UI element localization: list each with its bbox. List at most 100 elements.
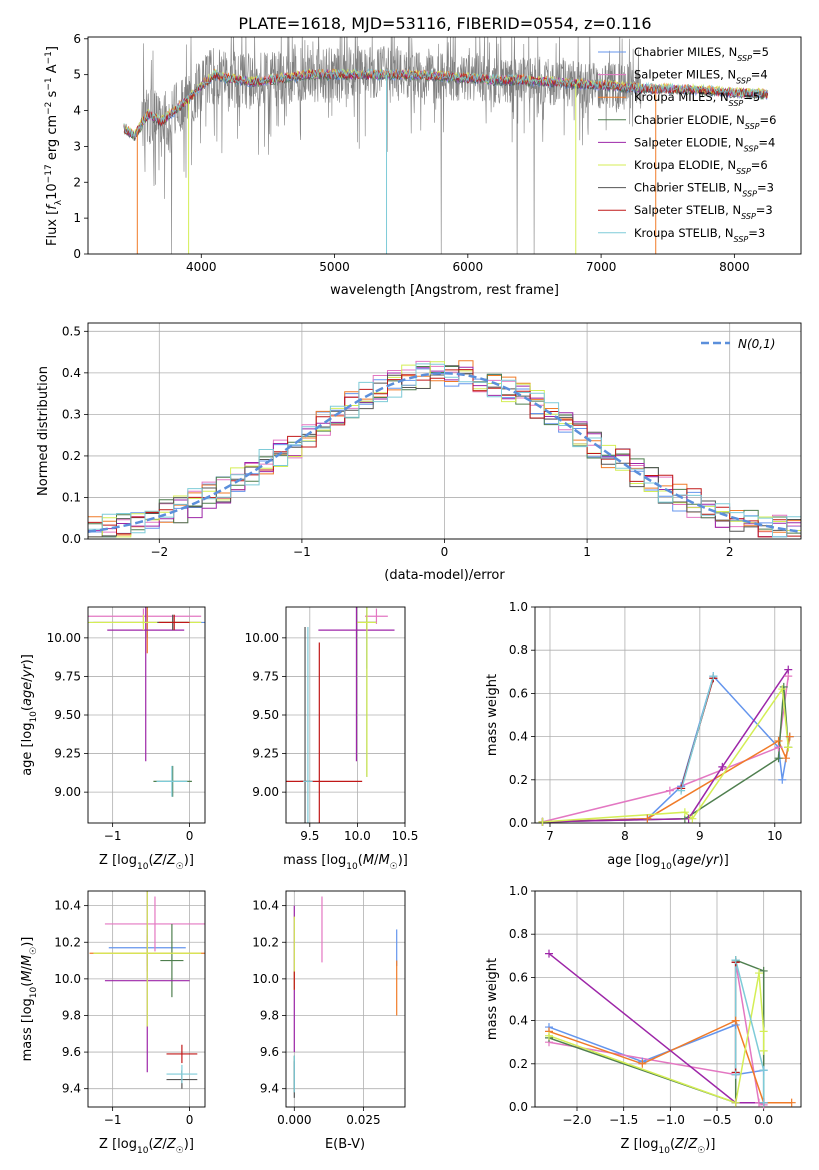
age-vs-Z-panel-ylabel-part: 10 <box>29 711 39 723</box>
weight-marker <box>643 814 652 823</box>
age-vs-Z-panel-ylabel-part: age [log <box>20 723 35 776</box>
weight-marker <box>755 969 763 978</box>
weight-line <box>548 962 765 1106</box>
mass-vs-Z-panel-ylabel-part: )] <box>20 937 35 947</box>
mass-vs-Z-panel-xlabel-part: Z [log <box>99 1137 137 1152</box>
spectrum-panel: 4000 5000 6000 7000 8000 0 1 2 3 4 5 6 Chabrier MILE… <box>44 32 802 298</box>
legend-label-part: =5 <box>743 90 760 104</box>
tick-label-x: 7000 <box>586 260 617 274</box>
weight-line <box>542 675 790 823</box>
age-vs-Z-panel-xlabel-part: )] <box>184 853 194 868</box>
mass-vs-Z-panel-ylabel: mass [log10(M/M☉)] <box>20 937 39 1062</box>
spectrum-panel-plot-area <box>123 37 769 254</box>
legend-label-part: =6 <box>760 113 777 127</box>
tick-label-y: 5 <box>73 68 81 82</box>
tick-label-y: 9.00 <box>252 785 279 799</box>
weight-vs-age-panel-xlabel-part: ( <box>672 853 677 868</box>
legend-label-part: =3 <box>756 203 773 217</box>
legend-label-part: SSP <box>744 144 759 153</box>
mass-vs-Z-panel-ylabel-part: mass [log <box>20 998 35 1061</box>
mass-vs-Z-panel-ylabel-part: M <box>20 955 35 966</box>
spectrum-ylabel-part: Flux [ <box>45 210 60 246</box>
weight-marker <box>759 1046 768 1055</box>
weight-marker <box>688 814 697 823</box>
weight-vs-age-panel-plot-area <box>542 669 791 823</box>
tick-label-y: 0.2 <box>62 449 81 463</box>
tick-label-y: 0.4 <box>62 366 81 380</box>
tick-label-y: 1.0 <box>509 600 528 614</box>
tick-label-y: 9.75 <box>252 669 279 683</box>
tick-label-y: 0.2 <box>509 773 528 787</box>
tick-label-y: 10.2 <box>252 935 279 949</box>
tick-label-y: 0 <box>73 247 81 261</box>
tick-label-y: 0.0 <box>509 1100 528 1114</box>
model-spectrum-line <box>123 70 769 141</box>
legend-label-part: Chabrier MILES, N <box>634 45 737 59</box>
weight-vs-Z-panel-xlabel-part: Z [log <box>621 1137 659 1152</box>
tick-label-y: 1.0 <box>509 884 528 898</box>
weight-marker <box>784 743 793 752</box>
tick-label-x: 10 <box>767 829 782 843</box>
tick-label-y: 1 <box>73 211 81 225</box>
tick-label-y: 10.0 <box>252 972 279 986</box>
age-vs-Z-panel-xlabel-part: Z <box>153 853 164 868</box>
tick-label-x: −1 <box>293 545 311 559</box>
age-vs-mass-panel-xlabel-part: M <box>378 853 389 868</box>
tick-label-x: 0 <box>186 1113 194 1127</box>
age-vs-mass-panel-plot-area <box>286 607 395 823</box>
legend-label-part: =4 <box>751 68 768 82</box>
legend-label-part: =6 <box>751 158 768 172</box>
weight-vs-age-panel-xlabel-part: )] <box>719 853 729 868</box>
tick-label-x: 0.000 <box>277 1113 311 1127</box>
weight-vs-age-panel-xlabel-part: / <box>701 853 706 868</box>
legend-label-part: Salpeter STELIB, N <box>634 203 741 217</box>
age-vs-mass-panel-xlabel-part: ( <box>358 853 363 868</box>
tick-label-x: −2.0 <box>562 1113 591 1127</box>
figure-title: PLATE=1618, MJD=53116, FIBERID=0554, z=0… <box>238 14 651 33</box>
weight-marker <box>545 1031 553 1040</box>
mass-vs-Z-panel-ylabel-part: / <box>20 965 35 970</box>
legend-label-part: SSP <box>736 76 751 85</box>
tick-label-x: −1.5 <box>609 1113 638 1127</box>
legend-label-part: =5 <box>752 45 769 59</box>
spectrum-ylabel-part: 10 <box>45 183 60 200</box>
mass-vs-Z-panel-ylabel-part: ( <box>20 982 35 987</box>
mass-vs-Z-panel-xlabel-part: 10 <box>137 1146 149 1156</box>
weight-vs-age-panel-xlabel-part: 10 <box>660 862 672 872</box>
legend-label-part: SSP <box>734 234 749 243</box>
tick-label-x: 10.0 <box>344 829 371 843</box>
legend-label: Salpeter STELIB, NSSP=3 <box>634 203 773 221</box>
tick-label-y: 9.25 <box>252 747 279 761</box>
mass-vs-Z-panel-xlabel-part: ☉ <box>176 1146 184 1156</box>
age-vs-Z-panel-plot-area <box>88 607 205 797</box>
weight-vs-Z-panel-ylabel: mass weight <box>485 958 500 1040</box>
tick-label-y: 0.2 <box>509 1057 528 1071</box>
model-spectrum-line <box>123 68 769 139</box>
legend-label: Kroupa STELIB, NSSP=3 <box>634 226 765 244</box>
tick-label-x: 10.5 <box>392 829 419 843</box>
age-vs-mass-panel-xlabel-part: 10 <box>346 862 358 872</box>
age-vs-Z-panel-xlabel-part: 10 <box>137 862 149 872</box>
legend-label: Salpeter MILES, NSSP=4 <box>634 68 768 86</box>
weight-line <box>542 736 791 823</box>
age-vs-mass-panel-xlabel-part: mass [log <box>283 853 346 868</box>
weight-vs-age-panel-frame <box>534 606 802 824</box>
tick-label-y: 4 <box>73 104 81 118</box>
spectrum-ylabel-part: −1 <box>44 77 54 90</box>
residuals-xlabel: (data-model)/error <box>384 568 505 583</box>
legend-label-part: =4 <box>758 135 775 149</box>
tick-label-y: 0.4 <box>509 1014 528 1028</box>
legend-label: Salpeter ELODIE, NSSP=4 <box>634 135 775 153</box>
tick-label-y: 0.5 <box>62 324 81 338</box>
weight-marker <box>731 1016 740 1025</box>
age-vs-Z-panel-ylabel-part: ( <box>20 706 35 711</box>
tick-label-y: 0.1 <box>62 490 81 504</box>
tick-label-y: 0.0 <box>509 816 528 830</box>
tick-label-y: 10.00 <box>47 631 81 645</box>
residuals-panel: −2 −1 0 1 2 0.0 0.1 0.2 0.3 0.4 0.5 N(0,1) (data-mod… <box>36 322 802 583</box>
age-vs-Z-panel-ylabel-part: age <box>20 682 35 706</box>
mass-vs-ebv-panel-frame <box>285 890 406 1108</box>
tick-label-y: 10.0 <box>54 972 81 986</box>
weight-marker <box>638 1059 647 1068</box>
